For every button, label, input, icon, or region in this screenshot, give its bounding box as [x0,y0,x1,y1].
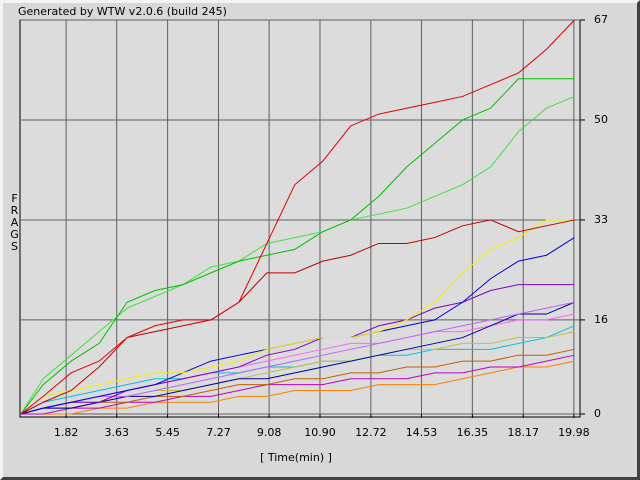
x-tick-label: 3.63 [104,426,129,439]
y-tick-label: 33 [594,213,608,226]
y-tick-label: 0 [594,407,601,420]
line [20,219,575,415]
x-tick-label: 1.82 [54,426,79,439]
line [20,354,575,415]
x-tick-label: 7.27 [206,426,231,439]
x-tick-label: 19.98 [558,426,590,439]
x-tick-label: 16.35 [457,426,489,439]
chart: Generated by WTW v2.0.6 (build 245) [ Ti… [18,5,608,464]
line [20,301,575,415]
y-tick-label: 50 [594,113,608,126]
x-tick-label: 10.90 [304,426,336,439]
x-tick-label: 9.08 [257,426,282,439]
chart-title: Generated by WTW v2.0.6 (build 245) [18,5,227,18]
x-tick-label: 14.53 [406,426,438,439]
line [20,284,575,415]
x-axis-label: [ Time(min) ] [260,451,332,464]
line [20,78,575,415]
line [20,360,575,415]
y-tick-label: 16 [594,313,608,326]
x-tick-label: 18.17 [507,426,539,439]
x-tick-label: 12.72 [355,426,387,439]
line [20,219,575,415]
y-axis-label: FRAGS [10,192,19,253]
line [20,19,575,415]
y-tick-label: 67 [594,13,608,26]
line [20,95,575,415]
x-tick-label: 5.45 [155,426,180,439]
line [20,348,575,415]
line [20,301,575,415]
